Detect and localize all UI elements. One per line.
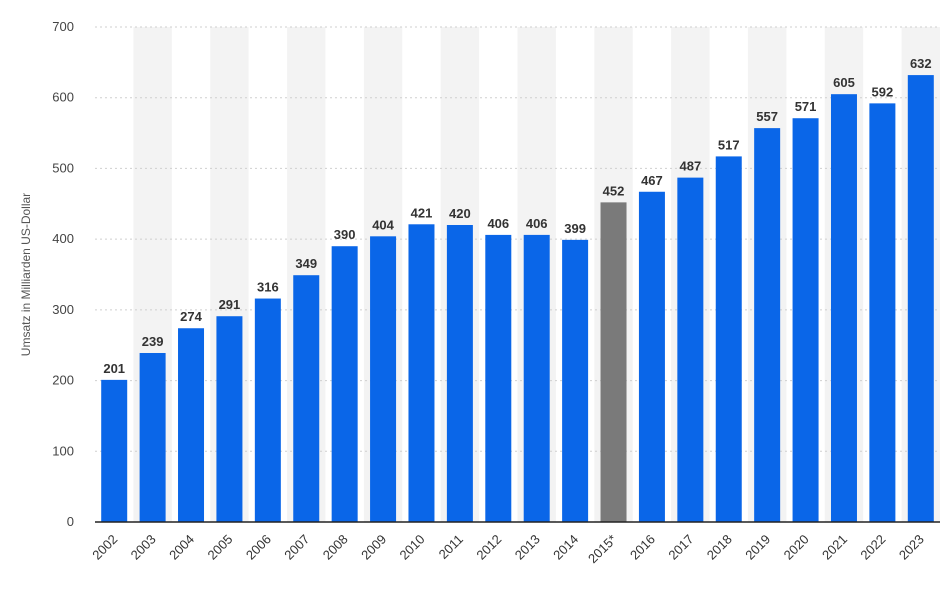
y-tick-label: 700 — [52, 19, 74, 34]
value-label: 605 — [833, 75, 855, 90]
value-label: 467 — [641, 173, 663, 188]
x-tick-label: 2005 — [204, 532, 235, 563]
x-tick-label: 2022 — [857, 532, 888, 563]
value-label: 399 — [564, 221, 586, 236]
bar-2009[interactable] — [370, 236, 397, 523]
x-tick-label: 2016 — [627, 532, 658, 563]
value-label: 571 — [795, 99, 817, 114]
value-label: 557 — [756, 109, 778, 124]
x-tick-label: 2018 — [704, 532, 735, 563]
y-tick-label: 0 — [67, 514, 74, 529]
bar-2020[interactable] — [792, 118, 819, 522]
x-tick-label: 2013 — [512, 532, 543, 563]
bar-2003[interactable] — [139, 352, 166, 522]
x-tick-label: 2012 — [473, 532, 504, 563]
bar-2004[interactable] — [178, 328, 205, 522]
value-label: 349 — [295, 256, 317, 271]
y-tick-label: 600 — [52, 90, 74, 105]
y-axis-ticks: 0 100 200 300 400 500 600 700 — [52, 19, 74, 529]
value-label: 404 — [372, 217, 394, 232]
bar-2010[interactable] — [408, 224, 435, 523]
bar-2022[interactable] — [869, 103, 896, 522]
y-tick-label: 400 — [52, 231, 74, 246]
bar-2014[interactable] — [562, 239, 589, 522]
bar-2005[interactable] — [216, 316, 243, 522]
value-label: 316 — [257, 280, 279, 295]
x-tick-label: 2010 — [397, 532, 428, 563]
value-label: 452 — [603, 183, 625, 198]
value-labels: 201 239 274 291 316 349 390 404 421 420 406 406 399 4… — [103, 56, 931, 376]
value-label: 239 — [142, 334, 164, 349]
bars — [101, 75, 934, 523]
value-label: 517 — [718, 137, 740, 152]
x-tick-label: 2019 — [742, 532, 773, 563]
bar-2015-star[interactable] — [600, 202, 627, 522]
x-tick-label: 2004 — [166, 532, 197, 563]
bar-2013[interactable] — [523, 234, 550, 522]
x-tick-label: 2020 — [781, 532, 812, 563]
value-label: 201 — [103, 361, 125, 376]
bar-2019[interactable] — [754, 128, 781, 522]
x-tick-label: 2006 — [243, 532, 274, 563]
x-tick-label: 2011 — [436, 532, 466, 562]
value-label: 421 — [411, 205, 433, 220]
bar-2006[interactable] — [254, 298, 281, 522]
bar-2011[interactable] — [446, 225, 473, 522]
y-tick-label: 300 — [52, 302, 74, 317]
y-tick-label: 100 — [52, 443, 74, 458]
value-label: 406 — [487, 216, 509, 231]
x-tick-label: 2017 — [665, 532, 696, 563]
x-tick-label: 2008 — [320, 532, 351, 563]
value-label: 390 — [334, 227, 356, 242]
bar-2007[interactable] — [293, 275, 320, 522]
value-label: 592 — [872, 84, 894, 99]
y-tick-label: 500 — [52, 160, 74, 175]
x-tick-label: 2015* — [585, 532, 620, 567]
x-tick-label: 2014 — [550, 532, 581, 563]
bar-2012[interactable] — [485, 234, 512, 522]
bar-2018[interactable] — [715, 156, 742, 522]
y-axis-title: Umsatz in Milliarden US-Dollar — [19, 193, 33, 356]
value-label: 487 — [679, 159, 701, 174]
x-tick-label: 2023 — [896, 532, 927, 563]
value-label: 406 — [526, 216, 548, 231]
x-axis-ticks: 2002 2003 2004 2005 2006 2007 2008 2009 2010 2011… — [89, 532, 927, 567]
x-tick-label: 2002 — [89, 532, 120, 563]
x-tick-label: 2009 — [358, 532, 389, 563]
x-tick-label: 2003 — [128, 532, 159, 563]
bar-2016[interactable] — [638, 191, 665, 522]
bar-2021[interactable] — [830, 94, 857, 522]
x-tick-label: 2007 — [281, 532, 312, 563]
bar-2002[interactable] — [101, 379, 128, 522]
value-label: 291 — [219, 297, 241, 312]
value-label: 274 — [180, 309, 202, 324]
value-label: 420 — [449, 206, 471, 221]
value-label: 632 — [910, 56, 932, 71]
bar-2023[interactable] — [907, 75, 934, 522]
bar-2017[interactable] — [677, 177, 704, 522]
bar-2008[interactable] — [331, 246, 358, 522]
y-tick-label: 200 — [52, 373, 74, 388]
x-tick-label: 2021 — [819, 532, 850, 563]
